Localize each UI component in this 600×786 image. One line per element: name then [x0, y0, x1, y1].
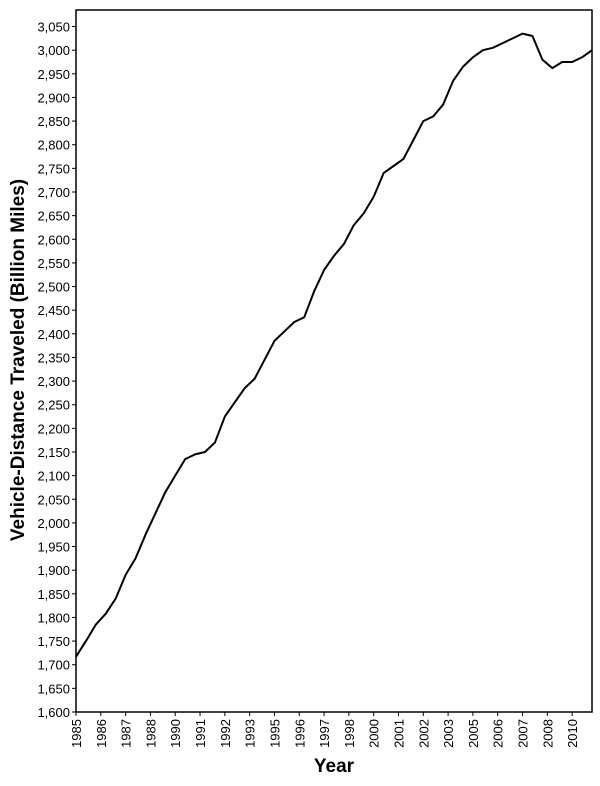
- x-tick-label: 1990: [168, 719, 183, 748]
- y-tick-label: 1,650: [37, 681, 70, 696]
- y-tick-label: 1,750: [37, 634, 70, 649]
- y-tick-label: 2,100: [37, 469, 70, 484]
- y-tick-label: 2,250: [37, 398, 70, 413]
- y-tick-label: 1,600: [37, 705, 70, 720]
- y-tick-label: 1,800: [37, 610, 70, 625]
- x-tick-label: 2002: [416, 719, 431, 748]
- x-tick-label: 2008: [540, 719, 555, 748]
- x-tick-label: 2005: [466, 719, 481, 748]
- y-tick-label: 1,950: [37, 540, 70, 555]
- y-tick-label: 2,650: [37, 209, 70, 224]
- x-tick-label: 2001: [392, 719, 407, 748]
- y-tick-label: 2,400: [37, 327, 70, 342]
- x-tick-label: 1991: [193, 719, 208, 748]
- y-tick-label: 1,850: [37, 587, 70, 602]
- y-tick-label: 1,900: [37, 563, 70, 578]
- x-tick-label: 1998: [342, 719, 357, 748]
- y-tick-label: 1,700: [37, 658, 70, 673]
- x-tick-label: 1993: [243, 719, 258, 748]
- x-tick-label: 1997: [317, 719, 332, 748]
- y-tick-label: 2,750: [37, 161, 70, 176]
- x-tick-label: 1985: [69, 719, 84, 748]
- x-tick-label: 2007: [516, 719, 531, 748]
- y-tick-label: 2,900: [37, 90, 70, 105]
- y-tick-label: 2,200: [37, 421, 70, 436]
- y-tick-label: 2,800: [37, 138, 70, 153]
- x-tick-label: 1996: [292, 719, 307, 748]
- y-tick-label: 2,350: [37, 350, 70, 365]
- x-axis-title: Year: [314, 756, 355, 777]
- y-axis-title: Vehicle-Distance Traveled (Billion Miles…: [8, 179, 29, 541]
- y-tick-label: 2,550: [37, 256, 70, 271]
- y-tick-label: 3,050: [37, 20, 70, 35]
- x-tick-label: 1992: [218, 719, 233, 748]
- y-tick-label: 2,450: [37, 303, 70, 318]
- x-tick-label: 1995: [267, 719, 282, 748]
- y-tick-label: 2,000: [37, 516, 70, 531]
- y-tick-label: 2,850: [37, 114, 70, 129]
- x-tick-label: 2003: [441, 719, 456, 748]
- y-tick-label: 2,500: [37, 280, 70, 295]
- y-tick-label: 2,950: [37, 67, 70, 82]
- plot-frame: [75, 9, 593, 713]
- x-tick-label: 2000: [367, 719, 382, 748]
- y-tick-label: 2,600: [37, 232, 70, 247]
- x-tick-label: 2010: [565, 719, 580, 748]
- x-tick-label: 1986: [94, 719, 109, 748]
- data-line: [75, 32, 593, 658]
- y-tick-label: 2,050: [37, 492, 70, 507]
- x-tick-label: 1987: [119, 719, 134, 748]
- y-tick-label: 3,000: [37, 43, 70, 58]
- y-tick-label: 2,300: [37, 374, 70, 389]
- y-tick-label: 2,700: [37, 185, 70, 200]
- x-tick-label: 1988: [143, 719, 158, 748]
- x-tick-label: 2006: [491, 719, 506, 748]
- y-tick-label: 2,150: [37, 445, 70, 460]
